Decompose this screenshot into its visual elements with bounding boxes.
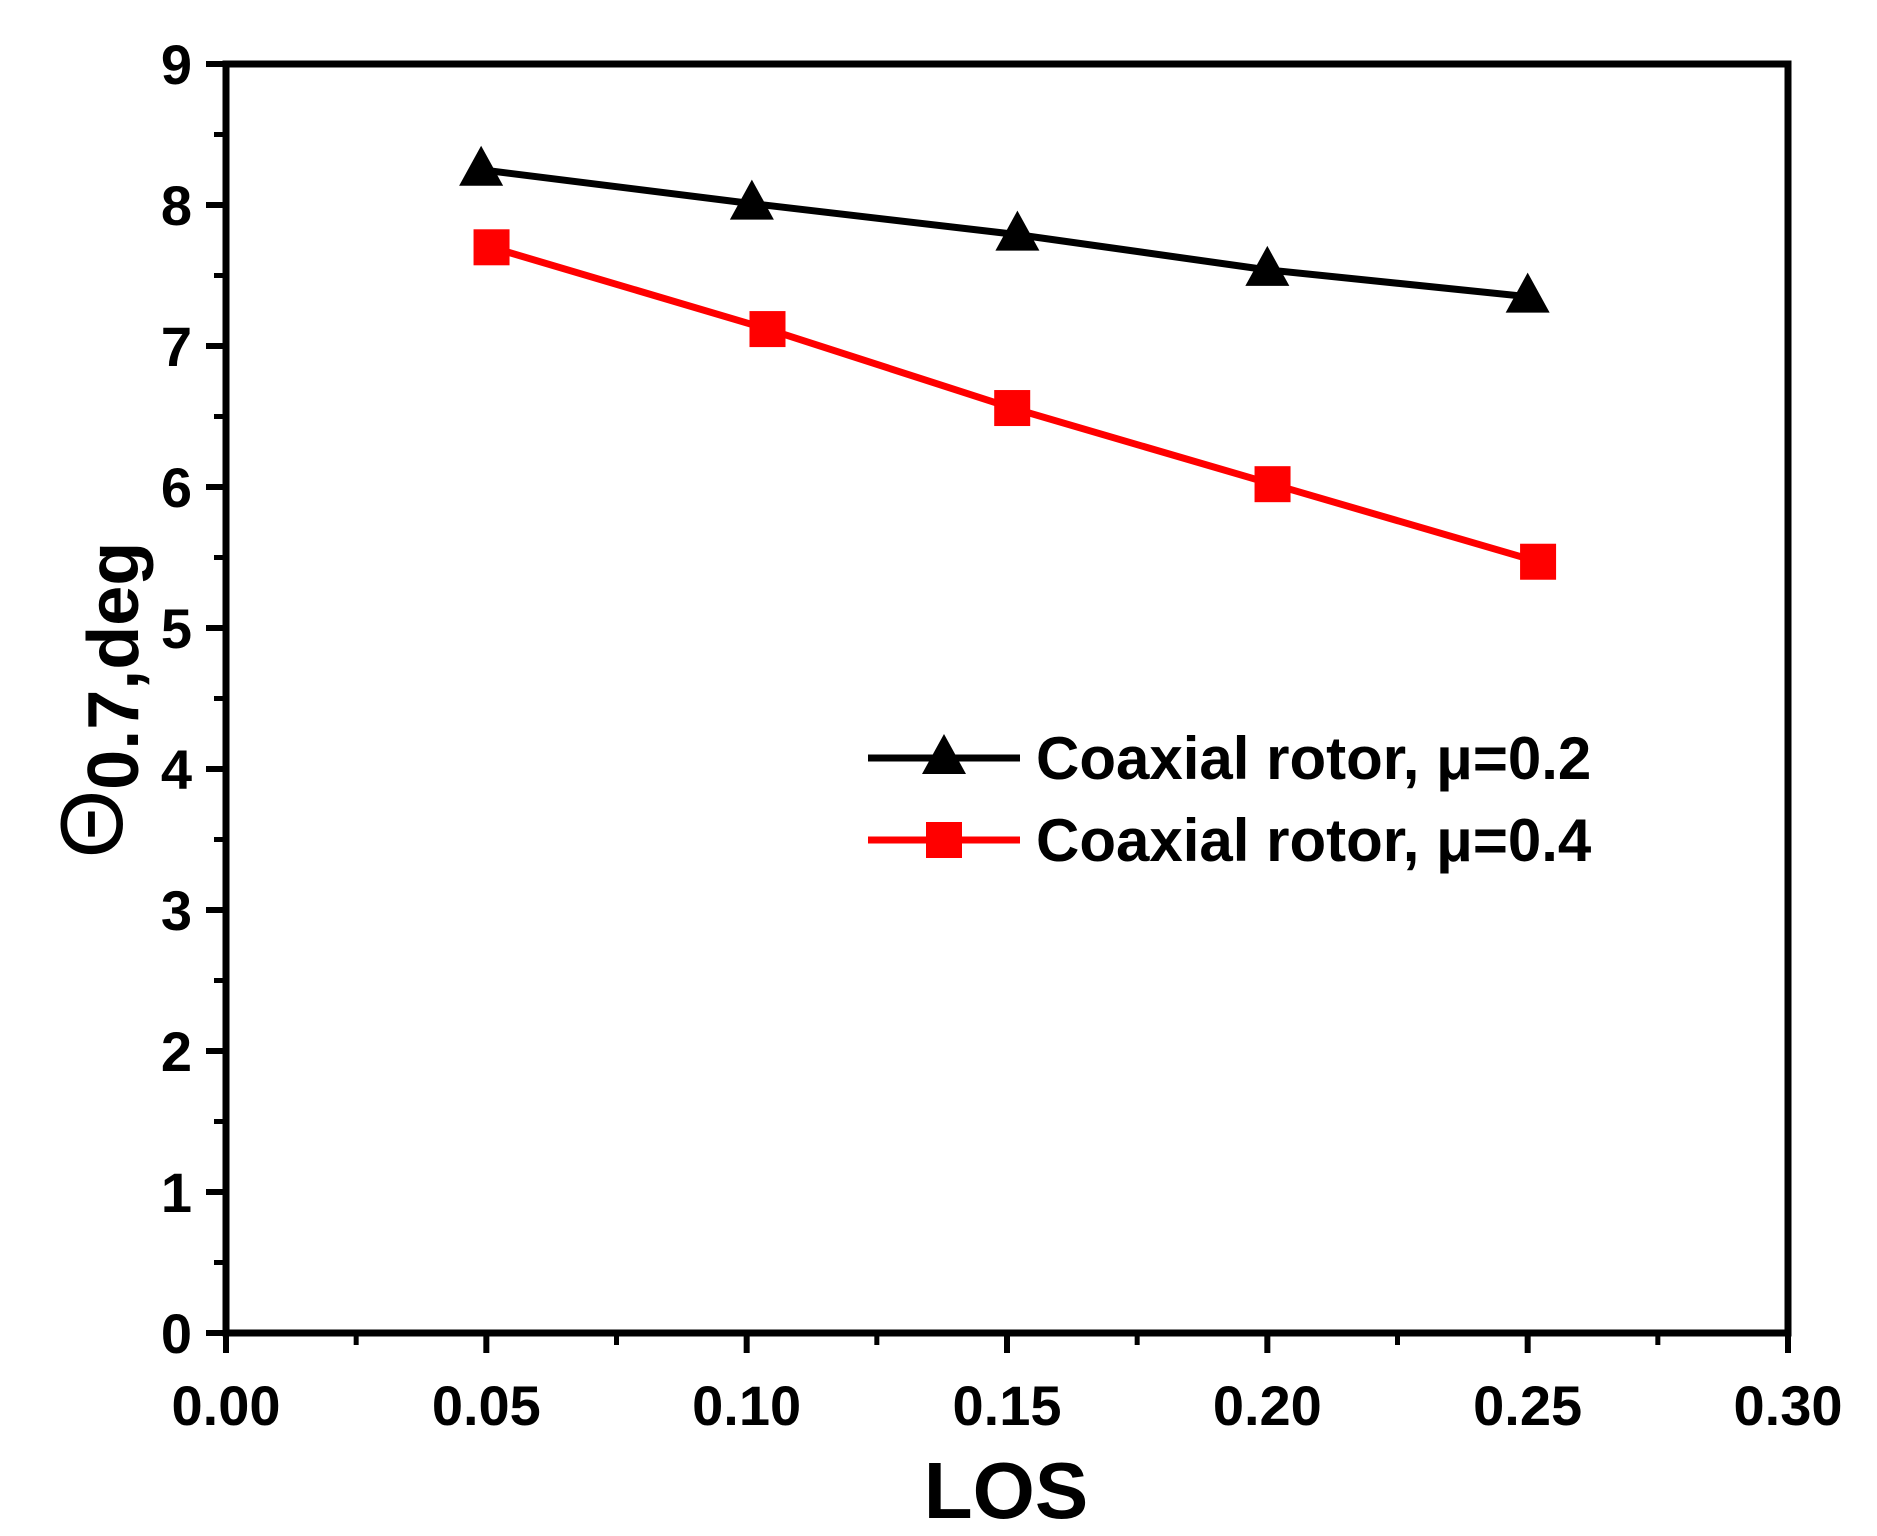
- data-point: [1505, 272, 1550, 313]
- y-axis-title: Θ0.7,deg: [42, 542, 154, 859]
- plot-frame: [222, 60, 1792, 1337]
- data-point: [995, 210, 1040, 251]
- x-tick-label: 0.15: [953, 1374, 1062, 1437]
- y-axis-title-symbol: Θ: [42, 790, 141, 858]
- legend: Coaxial rotor, μ=0.2 Coaxial rotor, μ=0.4: [868, 725, 1592, 874]
- series-2: [473, 229, 1557, 580]
- axis-tick-labels: 0.00 0.05 0.10 0.15 0.20 0.25 0.30 0 1 2 3 4 5 6 7 8 9: [161, 33, 1843, 1437]
- data-point: [729, 179, 774, 220]
- data-point: [749, 311, 786, 348]
- x-tick-label: 0.25: [1473, 1374, 1582, 1437]
- y-tick-label: 4: [161, 738, 192, 801]
- x-axis-title: LOS: [924, 1446, 1088, 1535]
- y-tick-label: 9: [161, 33, 192, 96]
- y-tick-label: 2: [161, 1020, 192, 1083]
- legend-label: Coaxial rotor, μ=0.2: [1036, 725, 1591, 792]
- legend-swatch-marker: [922, 734, 966, 774]
- y-axis-title-subscript: 0.7,deg: [74, 542, 154, 790]
- y-tick-label: 7: [161, 315, 192, 378]
- x-tick-label: 0.10: [692, 1374, 801, 1437]
- x-tick-label: 0.05: [432, 1374, 541, 1437]
- x-tick-label: 0.20: [1213, 1374, 1322, 1437]
- y-tick-label: 6: [161, 456, 192, 519]
- x-tick-label: 0.30: [1734, 1374, 1843, 1437]
- data-point: [459, 145, 504, 186]
- y-tick-label: 0: [161, 1302, 192, 1365]
- data-point: [1254, 466, 1291, 503]
- y-tick-label: 5: [161, 597, 192, 660]
- data-point: [1245, 245, 1290, 286]
- x-tick-label: 0.00: [172, 1374, 281, 1437]
- data-point: [473, 229, 510, 266]
- legend-swatch-marker: [926, 822, 962, 858]
- legend-item-1: Coaxial rotor, μ=0.2: [868, 725, 1591, 792]
- data-point: [1520, 543, 1557, 580]
- legend-label: Coaxial rotor, μ=0.4: [1036, 807, 1592, 874]
- y-tick-label: 1: [161, 1161, 192, 1224]
- data-point: [994, 390, 1031, 427]
- y-tick-label: 8: [161, 174, 192, 237]
- series-1: [459, 145, 1550, 313]
- legend-item-2: Coaxial rotor, μ=0.4: [868, 807, 1592, 874]
- data-series: [459, 145, 1557, 580]
- y-tick-label: 3: [161, 879, 192, 942]
